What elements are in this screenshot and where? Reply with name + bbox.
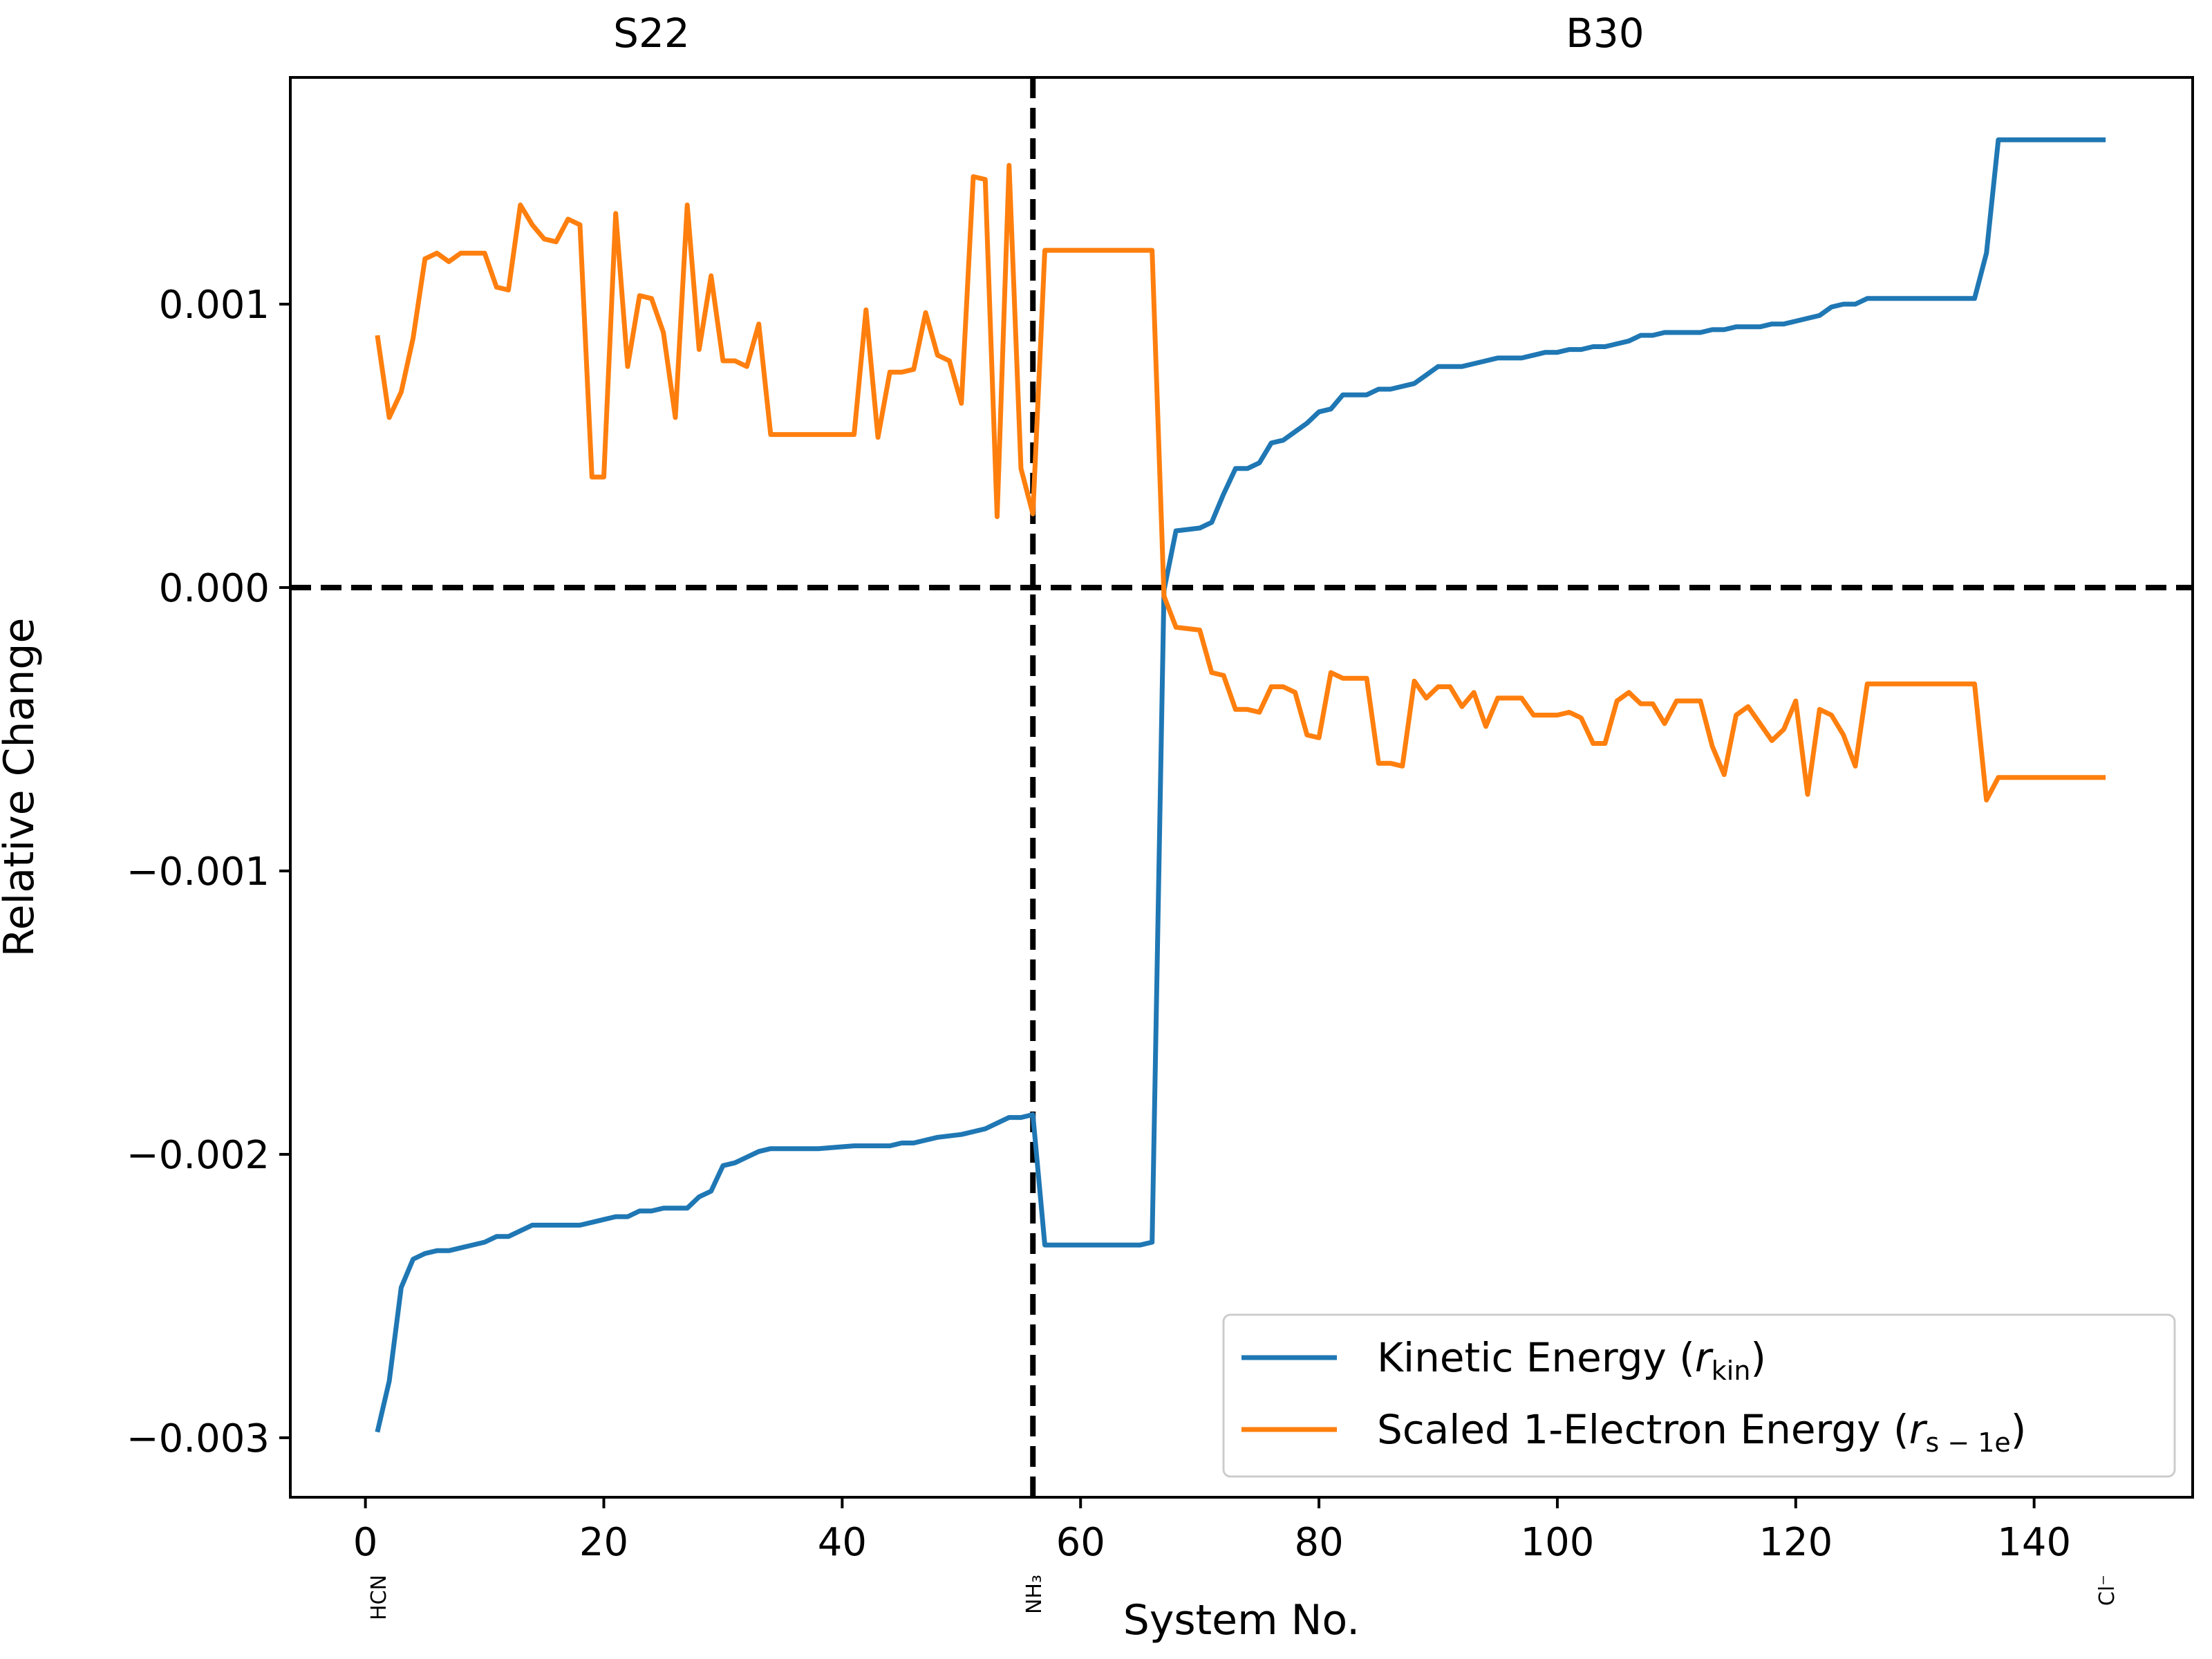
scaled-1e-energy-line xyxy=(375,162,2106,803)
y-tick-label: −0.003 xyxy=(126,1416,270,1461)
reference-lines xyxy=(290,77,2193,1497)
y-tick-label: 0.001 xyxy=(159,283,270,328)
plot-frame xyxy=(289,76,2194,1499)
y-axis: 0.001 0.000 −0.001 −0.002 −0.003 xyxy=(126,283,290,1461)
y-axis-title: Relative Change xyxy=(0,618,44,957)
x-tick-label: 100 xyxy=(1520,1520,1594,1565)
x-tick-label: 120 xyxy=(1759,1520,1833,1565)
y-tick-label: −0.001 xyxy=(126,850,270,894)
x-axis: 0 20 40 60 80 100 120 140 xyxy=(353,1497,2071,1565)
legend-label: Scaled 1-Electron Energy (rs − 1e) xyxy=(1377,1406,2026,1458)
y-tick-label: −0.002 xyxy=(126,1133,270,1178)
x-tick-label: 0 xyxy=(353,1520,378,1565)
system-label: Cl⁻ xyxy=(2095,1575,2119,1606)
system-labels: HCN NH₃ Cl⁻ xyxy=(367,1575,2119,1620)
section-labels: S22 B30 xyxy=(613,10,1644,57)
system-label: HCN xyxy=(367,1575,391,1620)
x-tick-label: 140 xyxy=(1997,1520,2071,1565)
system-label: NH₃ xyxy=(1022,1575,1047,1614)
kinetic-energy-line xyxy=(375,137,2106,1433)
y-tick-label: 0.000 xyxy=(159,566,270,611)
legend: Kinetic Energy (rkin) Scaled 1-Electron E… xyxy=(1222,1313,2176,1478)
series-lines xyxy=(375,137,2106,1433)
section-label-b30: B30 xyxy=(1566,10,1644,57)
legend-box xyxy=(1222,1313,2176,1478)
x-tick-label: 20 xyxy=(579,1520,628,1565)
x-axis-title: System No. xyxy=(1123,1596,1360,1644)
x-tick-label: 40 xyxy=(818,1520,867,1565)
x-tick-label: 60 xyxy=(1056,1520,1105,1565)
x-tick-label: 80 xyxy=(1294,1520,1343,1565)
section-label-s22: S22 xyxy=(613,10,690,57)
legend-label: Kinetic Energy (rkin) xyxy=(1377,1334,1766,1386)
